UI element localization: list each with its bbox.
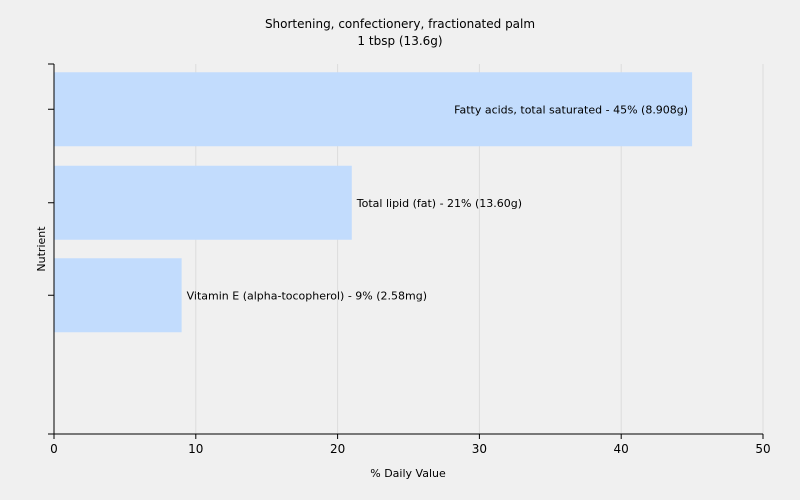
x-axis-title: % Daily Value (370, 467, 446, 480)
bar-data-label: Vitamin E (alpha-tocopherol) - 9% (2.58m… (187, 289, 427, 302)
bar-data-label: Total lipid (fat) - 21% (13.60g) (356, 197, 522, 210)
x-tick-label: 30 (472, 442, 487, 456)
bars (54, 72, 693, 333)
x-tick-label: 40 (614, 442, 629, 456)
chart-subtitle: 1 tbsp (13.6g) (357, 34, 442, 48)
bar-data-label: Fatty acids, total saturated - 45% (8.90… (454, 103, 688, 116)
bar (54, 165, 352, 240)
y-axis-title: Nutrient (35, 226, 48, 272)
data-labels: Fatty acids, total saturated - 45% (8.90… (187, 103, 688, 302)
x-tick-label: 50 (755, 442, 770, 456)
x-tick-label: 0 (50, 442, 58, 456)
ticks: 0 10 20 30 40 50 (48, 63, 771, 456)
bar (54, 258, 182, 333)
bar (54, 72, 693, 147)
chart-title: Shortening, confectionery, fractionated … (265, 17, 535, 31)
x-tick-label: 20 (330, 442, 345, 456)
axes (53, 64, 763, 435)
x-tick-label: 10 (188, 442, 203, 456)
